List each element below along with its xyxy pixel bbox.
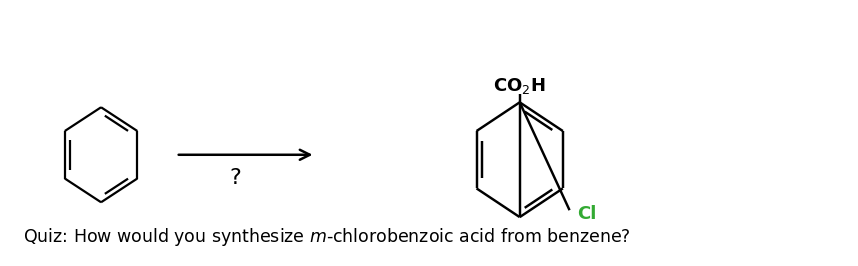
Text: Quiz: How would you synthesize $\mathit{m}$-chlorobenzoic acid from benzene?: Quiz: How would you synthesize $\mathit{… bbox=[23, 226, 631, 248]
Text: Cl: Cl bbox=[577, 205, 597, 223]
Text: CO$_2$H: CO$_2$H bbox=[493, 77, 546, 97]
Text: ?: ? bbox=[230, 168, 241, 188]
